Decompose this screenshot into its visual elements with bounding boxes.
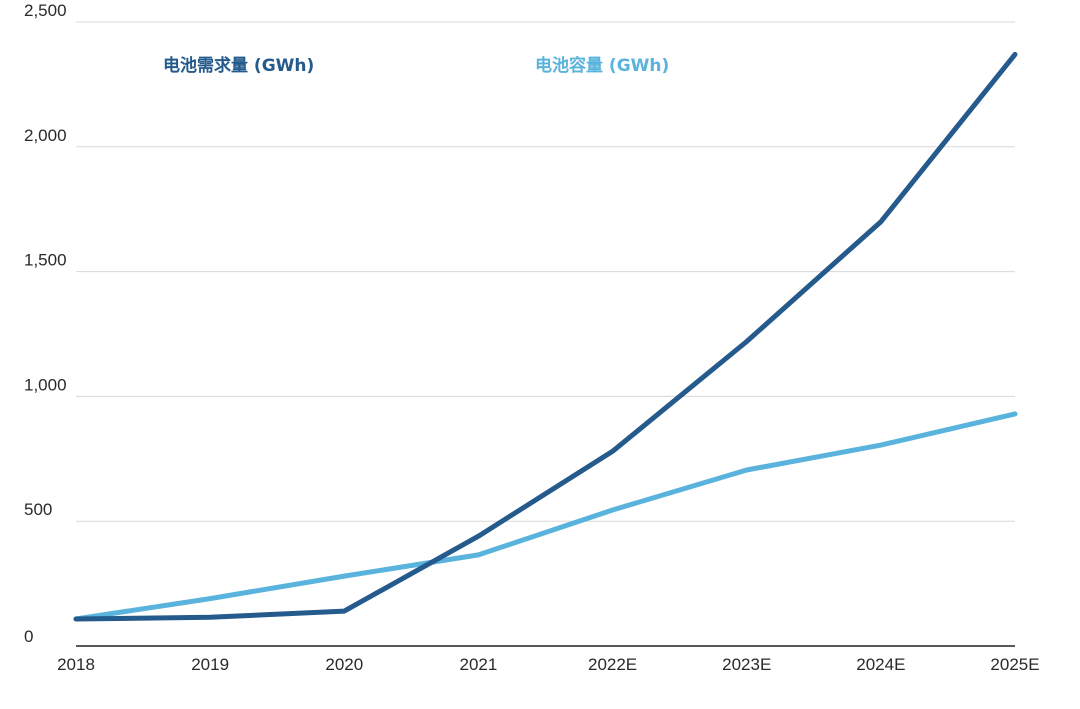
x-tick-label: 2025E: [990, 655, 1039, 674]
y-axis: 0 500 1,000 1,500 2,000 2,500: [24, 1, 67, 646]
series-line-capacity: [73, 411, 1018, 622]
y-tick-label: 1,000: [24, 375, 67, 394]
x-tick-label: 2020: [325, 655, 363, 674]
legend: 电池需求量 (GWh) 电池容量 (GWh): [163, 55, 669, 76]
x-tick-label: 2023E: [722, 655, 771, 674]
y-tick-label: 0: [24, 627, 33, 646]
series: [73, 51, 1018, 622]
x-tick-label: 2021: [460, 655, 498, 674]
y-tick-label: 2,000: [24, 126, 67, 145]
x-axis: 2018 2019 2020 2021 2022E 2023E 2024E 2025E: [57, 645, 1040, 674]
x-tick-label: 2018: [57, 655, 95, 674]
y-tick-label: 1,500: [24, 251, 67, 270]
series-line-demand: [73, 51, 1018, 622]
x-tick-label: 2024E: [856, 655, 905, 674]
y-tick-label: 2,500: [24, 1, 67, 20]
legend-label-capacity: 电池容量 (GWh): [535, 55, 669, 76]
legend-label-demand: 电池需求量 (GWh): [163, 55, 314, 76]
x-tick-label: 2019: [191, 655, 229, 674]
x-tick-label: 2022E: [588, 655, 637, 674]
gridlines: [76, 21, 1015, 522]
y-tick-label: 500: [24, 500, 52, 519]
